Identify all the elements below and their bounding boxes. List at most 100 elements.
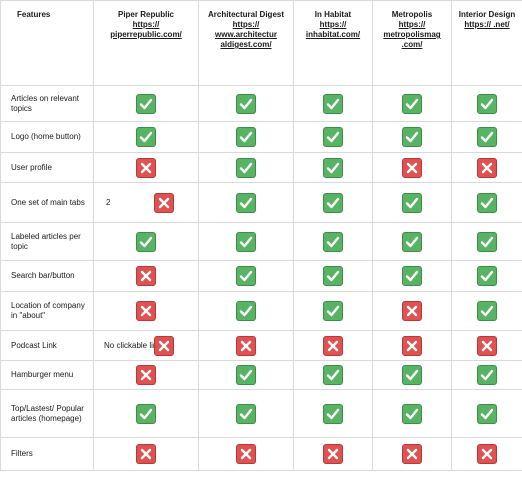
status-cell [372,389,452,438]
status-cell [451,260,522,292]
check-mark-icon [236,127,256,147]
check-mark-icon [477,301,497,321]
check-mark-icon [323,403,343,424]
status-cell [93,437,199,471]
check-mark-icon [236,301,256,321]
check-mark-icon [477,231,497,252]
status-cell [293,437,373,471]
cross-mark-icon [136,157,156,178]
cross-mark-icon [477,157,497,178]
column-name: In Habitat [314,10,352,19]
check-mark-icon [477,365,497,385]
column-name: Metropolis [391,10,433,19]
status-cell [293,360,373,390]
status-cell [293,121,373,153]
check-mark-icon [323,93,343,114]
column-header-architectural-digest: Architectural Digest https:// www.archit… [198,0,294,86]
table-body: Articles on relevant topics Logo (home bu… [0,85,522,471]
status-cell [293,330,373,361]
check-mark-icon [136,93,156,114]
check-mark-icon [323,192,343,213]
check-mark-icon [402,93,422,114]
status-cell [451,360,522,390]
status-cell [93,389,199,438]
header-row: Features Piper Republic https:// piperre… [0,0,522,86]
status-cell [451,152,522,183]
status-cell [293,85,373,122]
feature-label: Search bar/button [0,260,94,292]
check-mark-icon [236,157,256,178]
column-url-link[interactable]: https:// inhabitat.com/ [305,20,361,39]
status-cell [93,121,199,153]
check-mark-icon [136,231,156,252]
table-row: Podcast Link No clickable links [0,330,522,361]
status-cell [198,85,294,122]
table-row: One set of main tabs 2 [0,182,522,223]
check-mark-icon [136,127,156,147]
cross-mark-icon [323,335,343,356]
table-row: User profile [0,152,522,183]
column-header-in-habitat: In Habitat https:// inhabitat.com/ [293,0,373,86]
cross-mark-icon [236,335,256,356]
table-row: Logo (home button) [0,121,522,153]
check-mark-icon [402,127,422,147]
status-cell [198,291,294,331]
column-url-link[interactable]: https:// www.architectur aldigest.com/ [215,20,277,49]
column-header-interior-design: Interior Design https:// .net/ [451,0,522,86]
cross-mark-icon [136,301,156,321]
column-name: Architectural Digest [207,10,285,19]
check-mark-icon [323,266,343,286]
check-mark-icon [236,93,256,114]
cross-mark-icon [136,266,156,286]
check-mark-icon [236,266,256,286]
column-url-link[interactable]: https:// metropolismag .com/ [383,20,441,49]
status-cell [451,437,522,471]
cross-mark-icon [402,444,422,464]
column-url-link[interactable]: https:// .net/ [464,20,510,29]
column-url-link[interactable]: https:// piperrepublic.com/ [110,20,182,39]
status-cell [198,152,294,183]
status-cell [93,85,199,122]
feature-label: Hamburger menu [0,360,94,390]
cross-mark-icon [323,444,343,464]
status-cell [451,182,522,223]
status-cell [198,360,294,390]
table-row: Hamburger menu [0,360,522,390]
cross-mark-icon [236,444,256,464]
check-mark-icon [236,365,256,385]
check-mark-icon [323,301,343,321]
check-mark-icon [323,365,343,385]
status-cell [372,260,452,292]
table-row: Search bar/button [0,260,522,292]
status-cell [93,291,199,331]
table-row: Articles on relevant topics [0,85,522,122]
status-cell [293,291,373,331]
column-header-piper-republic: Piper Republic https:// piperrepublic.co… [93,0,199,86]
status-cell [372,182,452,223]
check-mark-icon [402,192,422,213]
cross-mark-icon [136,444,156,464]
cross-mark-icon [402,157,422,178]
feature-label: Labeled articles per topic [0,222,94,261]
check-mark-icon [236,231,256,252]
check-mark-icon [477,127,497,147]
column-name: Interior Design [458,10,516,19]
cross-mark-icon [154,335,174,356]
status-cell: No clickable links [93,330,199,361]
status-cell [451,222,522,261]
cross-mark-icon [477,444,497,464]
check-mark-icon [236,192,256,213]
status-cell [293,182,373,223]
check-mark-icon [477,192,497,213]
status-cell [372,152,452,183]
status-cell [372,360,452,390]
table-row: Location of company in "about" [0,291,522,331]
status-cell [372,437,452,471]
check-mark-icon [402,231,422,252]
cross-mark-icon [477,335,497,356]
status-cell [451,121,522,153]
status-cell [198,260,294,292]
cell-note: No clickable links [104,340,166,350]
table-row: Top/Lastest/ Popular articles (homepage) [0,389,522,438]
cell-note: 2 [106,197,111,207]
